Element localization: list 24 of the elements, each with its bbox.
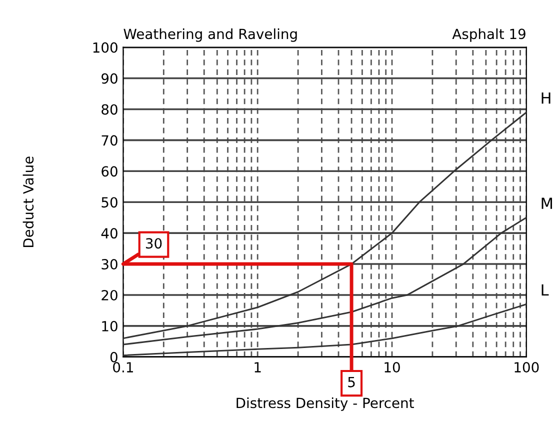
x-tick-label: 0.1 bbox=[113, 362, 133, 373]
y-tick-label: 100 bbox=[93, 42, 118, 53]
series-label: M bbox=[542, 198, 552, 209]
y-tick-label: 20 bbox=[102, 290, 118, 300]
y-tick-label: 70 bbox=[102, 135, 118, 146]
y-tick-label: 40 bbox=[101, 228, 118, 239]
y-tick-label: 10 bbox=[102, 320, 118, 332]
y-tick-label: 80 bbox=[102, 104, 118, 115]
chart-title: Weathering and Raveling bbox=[124, 28, 297, 42]
y-tick-label: 0 bbox=[110, 352, 118, 362]
y-tick-label: 60 bbox=[102, 166, 118, 177]
series-label: H bbox=[542, 92, 550, 104]
x-tick-label: 10 bbox=[384, 362, 400, 373]
y-tick-label: 30 bbox=[102, 258, 118, 270]
x-axis-title: Distress Density - Percent bbox=[236, 397, 414, 411]
y-tick-label: 90 bbox=[102, 73, 118, 84]
series-label: L bbox=[542, 284, 549, 296]
y-axis-title: Deduct Value bbox=[22, 156, 34, 247]
x-tick-label: 100 bbox=[514, 362, 539, 373]
y-tick-label: 50 bbox=[102, 197, 118, 208]
x-tick-label: 1 bbox=[254, 362, 261, 372]
annotation: 30 bbox=[146, 238, 162, 249]
annotation: 5 bbox=[348, 376, 355, 388]
chart-subtitle: Asphalt 19 bbox=[452, 28, 526, 42]
